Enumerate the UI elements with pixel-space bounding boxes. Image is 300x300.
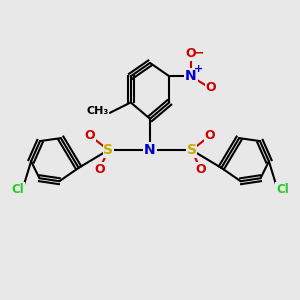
Text: −: −	[194, 46, 205, 59]
Text: Cl: Cl	[11, 183, 24, 196]
Text: S: S	[103, 143, 113, 157]
Text: O: O	[206, 81, 216, 94]
Text: O: O	[94, 163, 105, 176]
Text: O: O	[205, 129, 215, 142]
Text: CH₃: CH₃	[86, 106, 108, 116]
Text: +: +	[194, 64, 203, 74]
Text: O: O	[195, 163, 206, 176]
Text: S: S	[187, 143, 196, 157]
Text: Cl: Cl	[276, 183, 289, 196]
Text: N: N	[185, 69, 197, 83]
Text: O: O	[186, 47, 196, 61]
Text: O: O	[85, 129, 95, 142]
Text: N: N	[144, 143, 156, 157]
